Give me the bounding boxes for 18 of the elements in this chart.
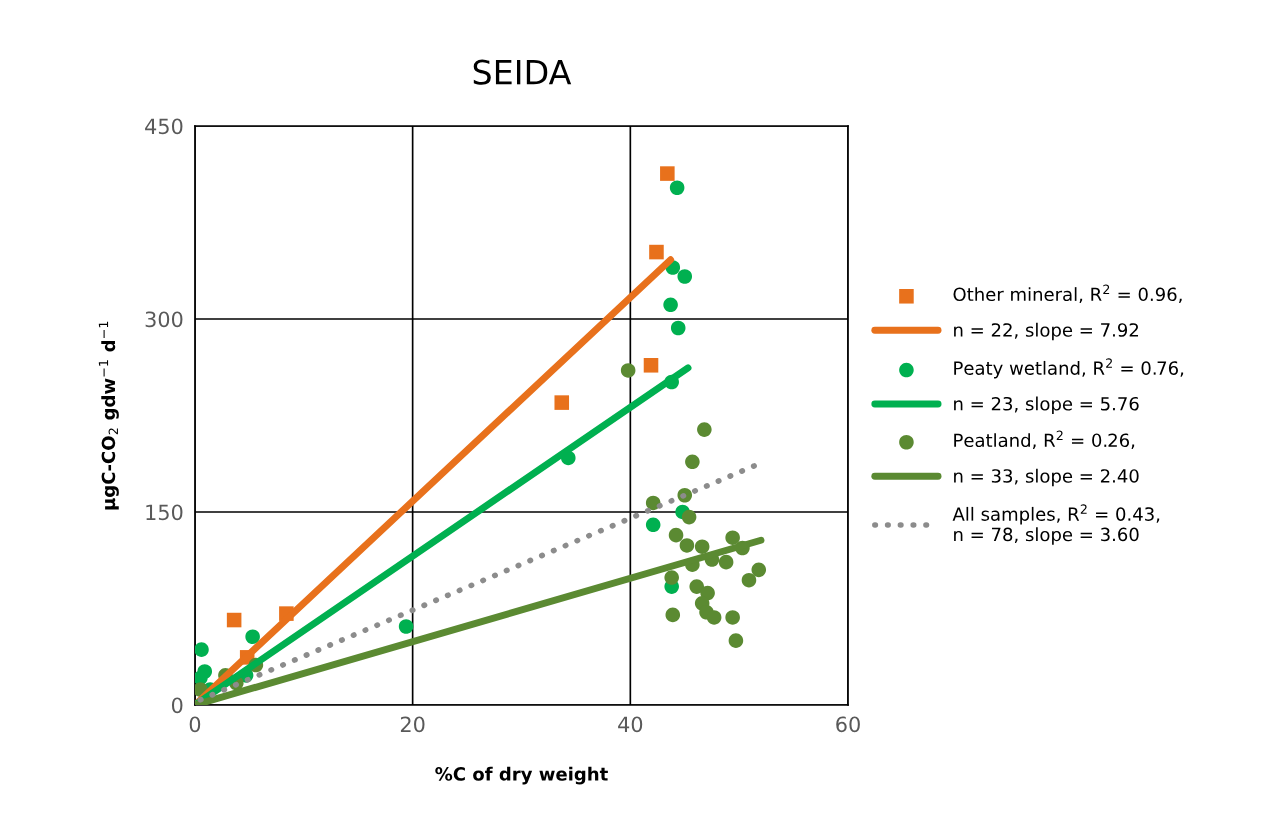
legend-label: Other mineral, R$^{2}$ = 0.96, (953, 284, 1182, 303)
x-tick-label: 20 (400, 716, 425, 733)
legend-label: n = 22, slope = 7.92 (954, 322, 1139, 341)
legend-label: Peaty wetland, R$^{2}$ = 0.76, (954, 358, 1184, 379)
legend-label: n = 33, slope = 2.40 (954, 468, 1139, 487)
y-tick-label: 450 (145, 118, 183, 135)
x-axis-title: %C of dry weight (435, 766, 608, 785)
y-tick-label: 0 (171, 697, 183, 714)
legend-label: Peatland, R$^{2}$ = 0.26, (954, 430, 1135, 449)
x-tick-label: 0 (189, 716, 201, 733)
y-axis-title: µgC-CO$_{2}$ gdw$^{−1}$ d$^{−1}$ (98, 321, 119, 510)
y-tick-label: 300 (145, 311, 183, 328)
y-tick-label: 150 (146, 504, 183, 521)
x-tick-label: 40 (618, 716, 643, 733)
legend-label: n = 23, slope = 5.76 (954, 396, 1139, 415)
legend-label: All samples, R$^{2}$ = 0.43, n = 78, slope = 3.60 (952, 504, 1160, 545)
chart-title: SEIDA (473, 59, 572, 85)
x-tick-label: 60 (836, 716, 860, 733)
